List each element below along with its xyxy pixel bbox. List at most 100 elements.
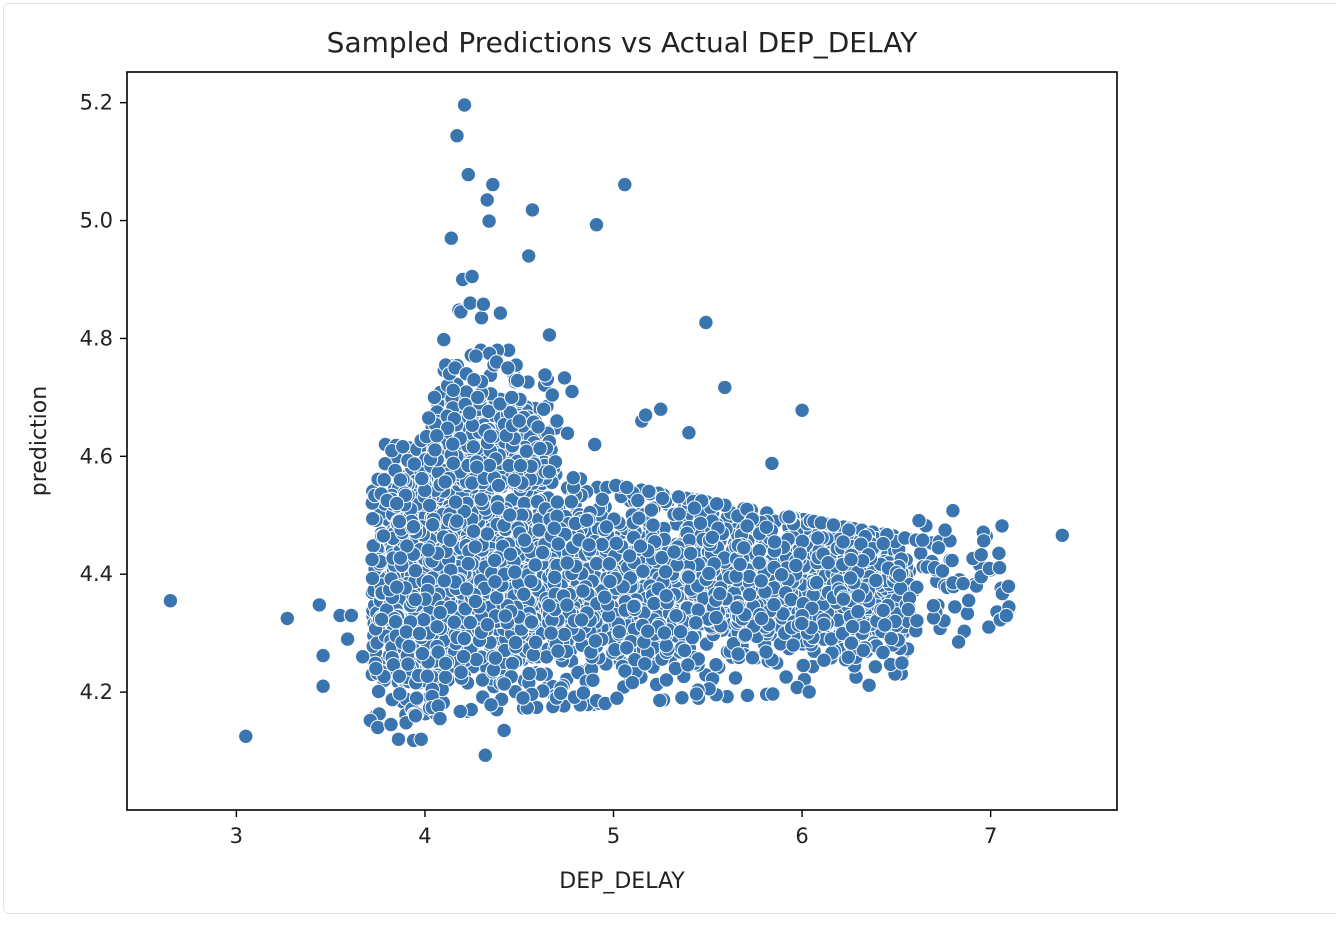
data-point [490,477,507,494]
data-point [547,569,563,585]
data-point [658,672,675,688]
data-point [809,574,825,591]
data-point [573,612,590,628]
data-point [527,557,543,573]
data-point [420,542,436,558]
data-point-outlier [950,634,967,650]
data-point [739,687,756,704]
data-point [419,668,436,684]
data-point [594,491,610,507]
data-point [461,405,478,421]
y-axis-label: prediction [27,386,52,496]
data-point [894,655,910,671]
data-point [778,669,794,685]
data-point [758,644,774,660]
data-point [891,567,908,583]
data-point [643,502,660,518]
data-point [930,540,947,556]
data-point [559,597,575,613]
data-point [976,533,992,549]
data-point-outlier [698,314,714,331]
data-point-outlier [473,310,490,326]
data-point [408,690,425,706]
data-point [835,534,851,550]
data-point-outlier [370,719,386,736]
data-point [690,602,706,618]
data-point [523,573,539,589]
x-axis-label: DEP_DELAY [559,869,685,894]
data-point-outlier [688,686,705,702]
data-point [991,545,1007,561]
data-point [843,551,859,568]
data-point [364,570,381,587]
data-point [875,602,891,619]
data-point-outlier [1054,527,1071,543]
data-point [739,518,755,534]
data-point [541,597,557,614]
data-point [437,655,454,672]
data-point [732,556,748,572]
data-point [487,574,503,590]
data-point [816,652,832,668]
data-point [467,539,483,555]
data-point [525,647,542,663]
data-point-outlier [464,268,480,285]
data-point [550,643,566,659]
data-point [429,619,445,635]
data-point [853,536,869,552]
data-point-outlier [311,597,327,613]
data-point-outlier [238,728,254,744]
x-tick-label: 3 [230,824,243,848]
data-point-outlier [530,419,546,435]
data-point [861,677,877,693]
data-point-outlier [511,413,527,429]
x-tick-label: 7 [984,824,997,848]
data-point [537,367,553,383]
data-point-outlier [445,382,461,398]
data-point-outlier [436,331,452,348]
data-point [401,638,417,654]
data-point [430,698,446,714]
plot-frame [126,71,1118,811]
data-point-outlier [479,192,495,208]
data-point [437,474,453,490]
data-point [392,550,409,566]
data-point [666,544,682,560]
data-point [961,592,977,609]
data-point [407,591,423,608]
data-point [565,470,581,486]
data-point [631,510,647,526]
data-point [543,625,559,641]
data-point [439,420,456,436]
data-point [788,557,804,574]
data-point [579,512,595,528]
data-point [835,591,852,607]
data-point-outlier [553,685,569,701]
data-point [712,586,728,602]
data-point [795,657,811,674]
data-point [844,618,861,635]
data-point [855,642,871,659]
data-point [601,556,618,572]
data-point [959,605,976,622]
data-point [544,387,560,403]
data-point [825,517,842,533]
data-point [400,656,416,672]
chart-title: Sampled Predictions vs Actual DEP_DELAY [327,26,919,59]
data-point [1000,578,1017,594]
data-point-outlier [564,383,580,400]
data-point [598,519,615,535]
data-point [810,530,826,546]
data-point [365,511,381,527]
data-point-outlier [470,389,486,406]
y-tick-label: 4.6 [80,444,113,468]
data-point [512,457,529,474]
data-point [521,665,537,682]
data-point [652,692,668,709]
output-cell-frame [3,3,1336,914]
data-point-outlier [375,528,392,544]
data-point [766,596,782,613]
data-point [622,548,638,564]
data-point [658,637,674,654]
data-point-outlier [162,593,179,609]
